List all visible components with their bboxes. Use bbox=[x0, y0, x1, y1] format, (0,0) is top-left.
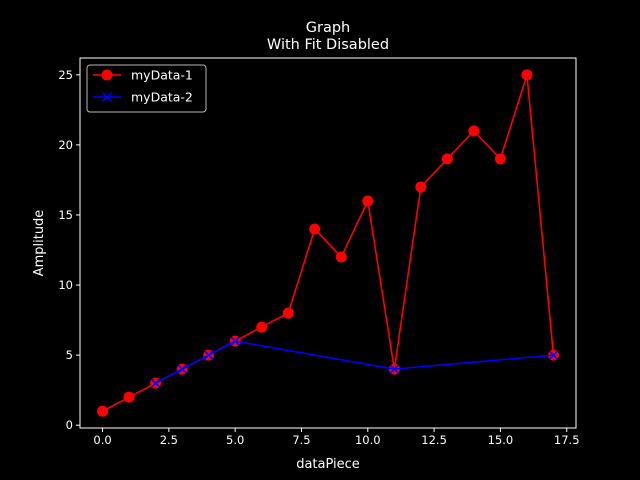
data-point-myData-2-0 bbox=[150, 378, 161, 388]
data-point-myData-1-7 bbox=[282, 307, 294, 319]
legend-swatch-marker-myData-1 bbox=[101, 69, 113, 81]
data-point-myData-2-3-stroke-b bbox=[230, 336, 240, 346]
x-tick-label-7: 17.5 bbox=[554, 433, 580, 447]
x-axis-label: dataPiece bbox=[296, 457, 360, 472]
data-point-myData-2-5 bbox=[548, 350, 559, 360]
legend-box bbox=[86, 64, 207, 113]
legend-swatch-marker-myData-2-stroke-b bbox=[102, 92, 112, 102]
data-point-myData-2-3 bbox=[230, 336, 240, 346]
data-point-myData-1-12 bbox=[415, 181, 427, 193]
x-tick-label-3: 7.5 bbox=[292, 433, 310, 447]
axes-frame bbox=[79, 57, 577, 429]
data-point-myData-1-13 bbox=[441, 153, 453, 165]
x-tick-label-6: 15.0 bbox=[488, 433, 514, 447]
x-tick-label-1: 2.5 bbox=[160, 433, 178, 447]
legend-entry-myData-1: myData-1 bbox=[93, 68, 193, 83]
data-point-myData-2-0-stroke-b bbox=[150, 378, 161, 388]
data-point-myData-2-1 bbox=[177, 364, 187, 374]
x-tick-label-0: 0.0 bbox=[93, 433, 111, 447]
data-point-myData-2-2-stroke-b bbox=[203, 350, 214, 360]
data-point-myData-1-14 bbox=[468, 125, 480, 137]
data-point-myData-2-1-stroke-b bbox=[177, 364, 187, 374]
y-axis-label: Amplitude bbox=[32, 210, 47, 277]
data-point-myData-1-6 bbox=[256, 321, 268, 333]
y-tick-label-4: 20 bbox=[58, 138, 73, 152]
x-tick-label-2: 5.0 bbox=[226, 433, 244, 447]
x-tick-label-5: 12.5 bbox=[421, 433, 447, 447]
y-tick-label-2: 10 bbox=[58, 278, 73, 292]
legend-items: myData-1 myData-2 bbox=[93, 68, 193, 105]
data-point-myData-1-0 bbox=[97, 405, 109, 417]
data-point-myData-2-4-stroke-b bbox=[389, 364, 400, 374]
legend-label-myData-2: myData-2 bbox=[131, 90, 193, 105]
y-tick-label-5: 25 bbox=[58, 68, 73, 82]
y-tick-label-3: 15 bbox=[58, 208, 73, 222]
legend-entry-myData-2: myData-2 bbox=[93, 90, 193, 105]
series-myData-2 bbox=[150, 336, 559, 388]
legend: myData-1 myData-2 bbox=[86, 64, 207, 113]
legend-label-myData-1: myData-1 bbox=[131, 68, 193, 83]
plot-area bbox=[97, 69, 559, 417]
y-tick-label-1: 5 bbox=[66, 348, 73, 362]
data-point-myData-1-16 bbox=[521, 69, 533, 81]
data-point-myData-2-5-stroke-b bbox=[548, 350, 559, 360]
y-axis-ticks: 0 5 10 15 20 25 bbox=[58, 68, 80, 432]
data-point-myData-2-2 bbox=[203, 350, 214, 360]
x-axis-ticks: 0.0 2.5 5.0 7.5 10.0 12.5 15.0 17.5 bbox=[93, 428, 580, 447]
data-point-myData-1-10 bbox=[362, 195, 374, 207]
data-point-myData-2-4 bbox=[389, 364, 400, 374]
data-point-myData-1-8 bbox=[309, 223, 321, 235]
data-point-myData-1-9 bbox=[335, 251, 347, 263]
legend-swatch-marker-myData-2 bbox=[102, 92, 112, 102]
chart-subtitle: With Fit Disabled bbox=[267, 37, 389, 53]
x-tick-label-4: 10.0 bbox=[355, 433, 381, 447]
y-tick-label-0: 0 bbox=[66, 418, 73, 432]
series-line-myData-2 bbox=[155, 340, 554, 384]
data-point-myData-1-1 bbox=[123, 391, 135, 403]
chart-title: Graph bbox=[306, 20, 350, 36]
data-point-myData-1-15 bbox=[494, 153, 506, 165]
